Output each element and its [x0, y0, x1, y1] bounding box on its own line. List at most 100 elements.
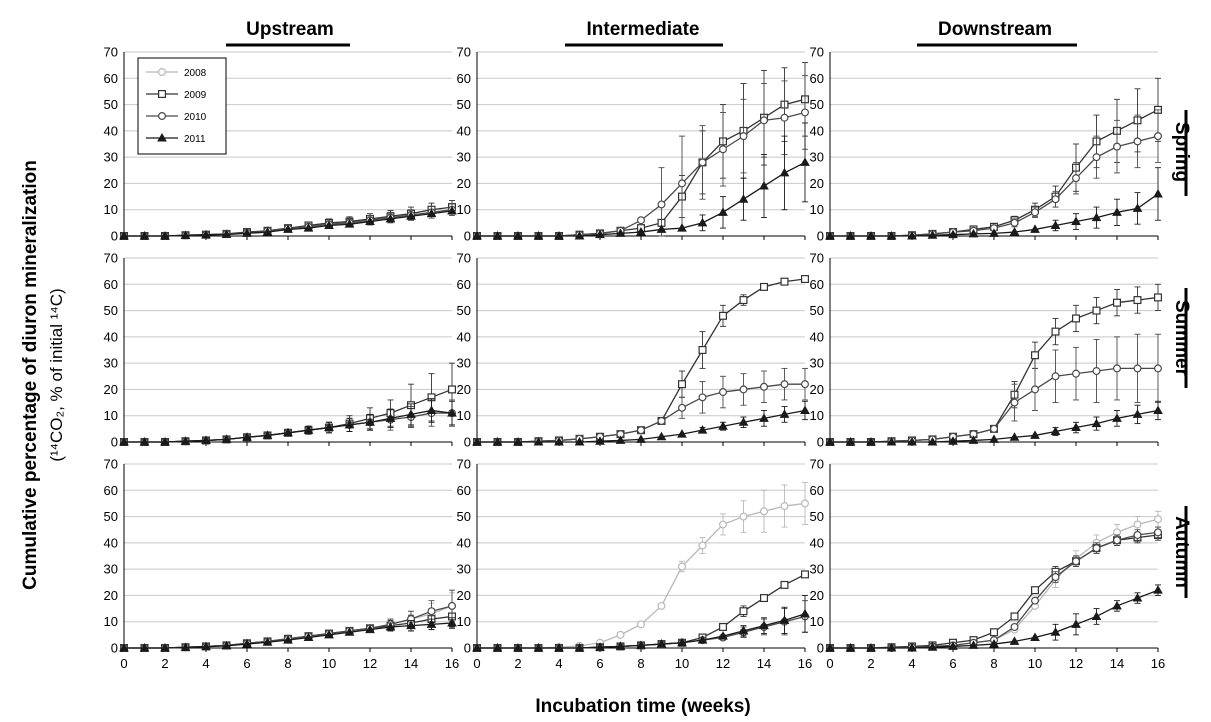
data-point [160, 642, 170, 652]
data-point [800, 108, 809, 117]
data-point [1133, 520, 1142, 529]
data-point [739, 385, 748, 394]
y-tick-label: 30 [104, 356, 118, 371]
x-axis-title: Incubation time (weeks) [535, 696, 750, 717]
data-point [574, 436, 585, 446]
legend-marker-2010 [158, 111, 167, 120]
data-point [492, 642, 503, 652]
data-point [968, 435, 979, 444]
x-tick-label: 8 [637, 656, 644, 671]
y-tick-label: 20 [104, 588, 118, 603]
y-tick-label: 60 [810, 483, 824, 498]
data-point [1092, 153, 1101, 162]
y-tick-label: 30 [810, 150, 824, 165]
data-point [800, 405, 810, 414]
data-point [656, 431, 667, 441]
data-point [448, 601, 457, 610]
y-tick-label: 30 [104, 562, 118, 577]
y-tick-label: 70 [457, 251, 471, 266]
data-point [718, 631, 728, 640]
data-point [1133, 137, 1142, 146]
data-point [221, 640, 232, 650]
data-point [989, 228, 999, 237]
panel-downstream-summer: 0 10 20 30 40 50 60 70 [810, 251, 1163, 450]
data-point [1009, 636, 1020, 645]
y-tick-label: 50 [810, 97, 824, 112]
panel-downstream-autumn: 0 2 4 6 8 10 12 14 16 0 10 20 30 40 50 60 70 [810, 457, 1166, 672]
data-point [119, 230, 129, 240]
x-tick-label: 12 [1069, 656, 1083, 671]
row-title-spring: Spring [1171, 122, 1192, 182]
data-point [779, 167, 790, 177]
legend-label-2008: 2008 [184, 68, 207, 79]
data-point [800, 380, 809, 389]
data-point [1010, 622, 1019, 631]
y-tick-label: 0 [817, 229, 824, 244]
data-point [1153, 405, 1163, 414]
data-point [845, 230, 856, 240]
data-point [385, 213, 396, 223]
y-tick-label: 30 [810, 562, 824, 577]
data-point [1132, 203, 1143, 212]
data-point [636, 434, 646, 443]
data-point [1071, 314, 1080, 323]
data-point [697, 635, 708, 644]
data-point [780, 380, 789, 389]
data-point [180, 642, 191, 651]
y-tick-label: 70 [104, 45, 118, 60]
data-point [1050, 627, 1061, 636]
data-point [989, 628, 998, 637]
x-tick-label: 10 [322, 656, 336, 671]
data-point [677, 179, 686, 188]
data-point [739, 607, 748, 616]
series-2009 [473, 570, 809, 652]
y-tick-label: 30 [457, 150, 471, 165]
series-2009 [825, 529, 1162, 652]
data-point [1071, 619, 1081, 628]
data-point [303, 632, 314, 641]
y-tick-label: 70 [810, 251, 824, 266]
y-tick-label: 0 [817, 435, 824, 450]
data-point [948, 436, 958, 445]
y-tick-label: 40 [810, 329, 824, 344]
data-point [160, 230, 170, 240]
x-tick-label: 16 [445, 656, 459, 671]
data-point [738, 625, 749, 635]
series-2009 [825, 283, 1162, 447]
data-point [406, 211, 416, 220]
data-point [759, 413, 769, 422]
data-point [636, 620, 645, 629]
y-tick-label: 60 [457, 277, 471, 292]
data-point [221, 229, 232, 238]
panel-intermediate-summer: 0 10 20 30 40 50 60 70 [457, 251, 810, 450]
y-tick-label: 0 [111, 641, 118, 656]
data-point [324, 220, 334, 229]
data-point [759, 594, 768, 603]
y-tick-label: 70 [457, 457, 471, 472]
data-point [907, 436, 917, 446]
data-point [574, 230, 585, 240]
data-point [201, 229, 211, 239]
data-point [886, 642, 897, 652]
data-point [447, 206, 457, 215]
data-point [1153, 528, 1162, 537]
data-point [759, 181, 769, 190]
y-tick-label: 70 [810, 457, 824, 472]
data-point [718, 311, 727, 320]
data-point [365, 624, 375, 634]
data-point [718, 207, 728, 216]
panel-grid: 0102030405060700102030405060700102030405… [104, 45, 1166, 672]
x-tick-label: 12 [363, 656, 377, 671]
data-point [1009, 432, 1020, 441]
data-point [365, 216, 375, 226]
data-point [718, 388, 727, 397]
y-tick-label: 50 [104, 509, 118, 524]
data-point [1133, 530, 1142, 539]
data-point [779, 409, 790, 418]
series-2011 [119, 206, 457, 240]
data-point [472, 230, 482, 240]
data-point [283, 427, 293, 437]
legend-label-2011: 2011 [184, 134, 206, 145]
x-tick-label: 6 [243, 656, 250, 671]
